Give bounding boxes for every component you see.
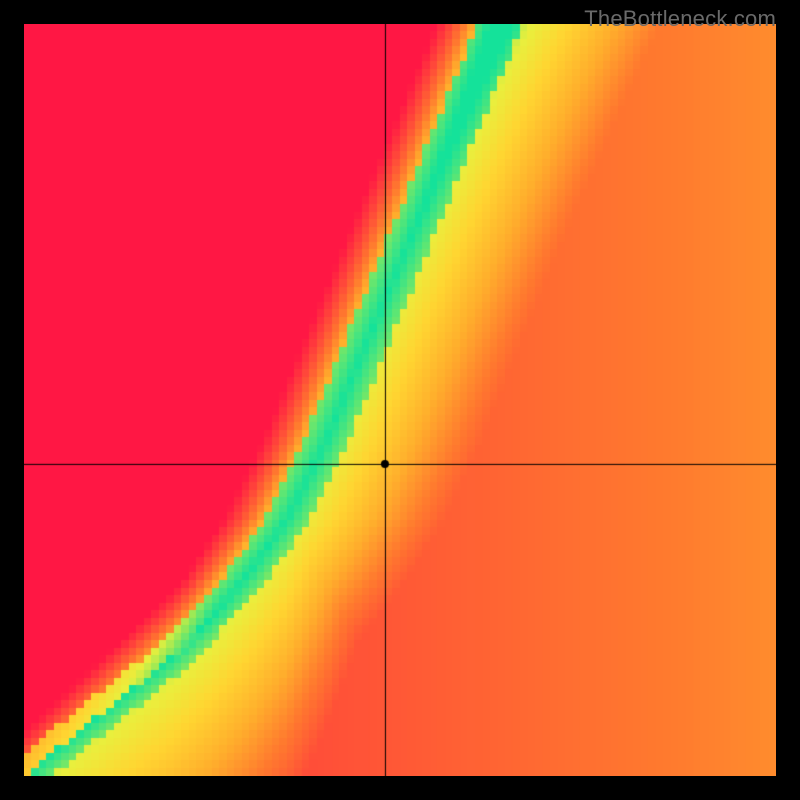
- watermark-text: TheBottleneck.com: [584, 6, 776, 32]
- chart-container: { "watermark": "TheBottleneck.com", "cha…: [0, 0, 800, 800]
- bottleneck-heatmap: [24, 24, 776, 776]
